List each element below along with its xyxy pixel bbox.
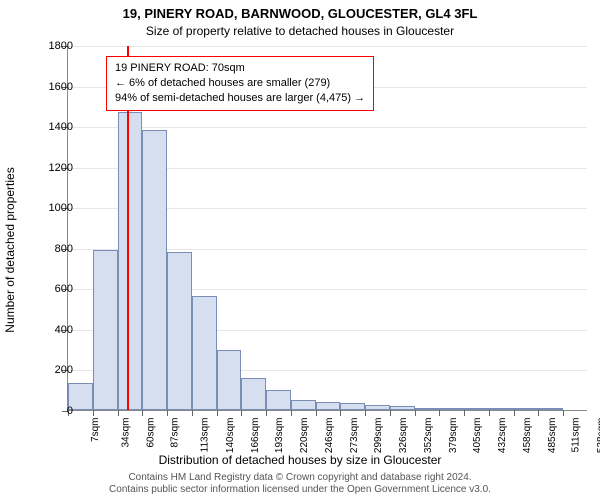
- x-tick: [390, 410, 391, 416]
- histogram-bar: [192, 296, 217, 410]
- histogram-bar: [291, 400, 316, 410]
- histogram-bar: [241, 378, 266, 410]
- histogram-bar: [439, 408, 464, 410]
- histogram-bar: [489, 408, 514, 410]
- x-tick: [118, 410, 119, 416]
- x-tick-label: 193sqm: [274, 418, 285, 454]
- histogram-bar: [93, 250, 118, 410]
- x-tick-label: 379sqm: [448, 418, 459, 454]
- x-tick: [93, 410, 94, 416]
- plot-area: 7sqm34sqm60sqm87sqm113sqm140sqm166sqm193…: [67, 46, 587, 411]
- y-tick-label: 1400: [49, 121, 73, 133]
- histogram-bar: [142, 130, 167, 410]
- chart-title-sub: Size of property relative to detached ho…: [0, 24, 600, 38]
- y-tick-label: 1200: [49, 162, 73, 174]
- x-tick-label: 273sqm: [349, 418, 360, 454]
- x-tick: [514, 410, 515, 416]
- x-tick-label: 140sqm: [225, 418, 236, 454]
- gridline: [68, 127, 587, 128]
- x-tick-label: 326sqm: [398, 418, 409, 454]
- x-tick-label: 405sqm: [473, 418, 484, 454]
- x-tick: [241, 410, 242, 416]
- y-tick-label: 1600: [49, 81, 73, 93]
- x-tick: [538, 410, 539, 416]
- histogram-bar: [415, 408, 440, 410]
- x-tick: [167, 410, 168, 416]
- histogram-bar: [266, 390, 291, 410]
- y-tick-label: 200: [55, 364, 73, 376]
- y-tick-label: 0: [67, 405, 73, 417]
- annotation-box: 19 PINERY ROAD: 70sqm ← 6% of detached ho…: [106, 56, 374, 111]
- chart-title-main: 19, PINERY ROAD, BARNWOOD, GLOUCESTER, G…: [0, 6, 600, 21]
- x-tick-label: 432sqm: [497, 418, 508, 454]
- x-tick: [489, 410, 490, 416]
- histogram-bar: [464, 408, 489, 410]
- histogram-bar: [514, 408, 539, 410]
- x-tick: [142, 410, 143, 416]
- x-tick-label: 113sqm: [199, 418, 210, 453]
- x-tick-label: 485sqm: [547, 418, 558, 454]
- y-axis-label: Number of detached properties: [3, 85, 17, 250]
- x-tick-label: 511sqm: [571, 418, 582, 453]
- x-tick-label: 7sqm: [90, 418, 101, 442]
- histogram-bar: [538, 408, 563, 410]
- x-tick: [365, 410, 366, 416]
- x-tick: [439, 410, 440, 416]
- x-tick: [266, 410, 267, 416]
- x-tick-label: 34sqm: [120, 418, 131, 448]
- x-tick-label: 246sqm: [324, 418, 335, 454]
- annot-line1: 19 PINERY ROAD: 70sqm: [115, 62, 245, 74]
- histogram-bar: [316, 402, 341, 410]
- x-tick: [217, 410, 218, 416]
- histogram-bar: [340, 403, 365, 410]
- y-tick-label: 600: [55, 283, 73, 295]
- y-tick-label: 800: [55, 243, 73, 255]
- x-tick-label: 458sqm: [522, 418, 533, 454]
- histogram-bar: [390, 406, 415, 410]
- x-tick: [316, 410, 317, 416]
- x-tick: [563, 410, 564, 416]
- x-tick-label: 87sqm: [170, 418, 181, 448]
- y-tick-label: 1800: [49, 40, 73, 52]
- histogram-bar: [167, 252, 192, 410]
- annot-line2: ← 6% of detached houses are smaller (279…: [115, 77, 330, 89]
- y-tick-label: 1000: [49, 202, 73, 214]
- histogram-bar: [118, 112, 143, 410]
- histogram-bar: [365, 405, 390, 410]
- y-tick-label: 400: [55, 324, 73, 336]
- annot-line3: 94% of semi-detached houses are larger (…: [115, 92, 365, 104]
- histogram-bar: [217, 350, 242, 410]
- attribution-text: Contains HM Land Registry data © Crown c…: [0, 472, 600, 496]
- gridline: [68, 46, 587, 47]
- x-tick: [291, 410, 292, 416]
- x-tick: [464, 410, 465, 416]
- x-tick-label: 220sqm: [299, 418, 310, 454]
- x-tick: [340, 410, 341, 416]
- x-tick: [192, 410, 193, 416]
- x-tick: [415, 410, 416, 416]
- x-tick-label: 60sqm: [145, 418, 156, 448]
- x-tick-label: 166sqm: [250, 418, 261, 454]
- x-tick-label: 538sqm: [596, 418, 600, 454]
- x-tick-label: 352sqm: [423, 418, 434, 454]
- x-axis-label: Distribution of detached houses by size …: [0, 453, 600, 467]
- x-tick-label: 299sqm: [373, 418, 384, 454]
